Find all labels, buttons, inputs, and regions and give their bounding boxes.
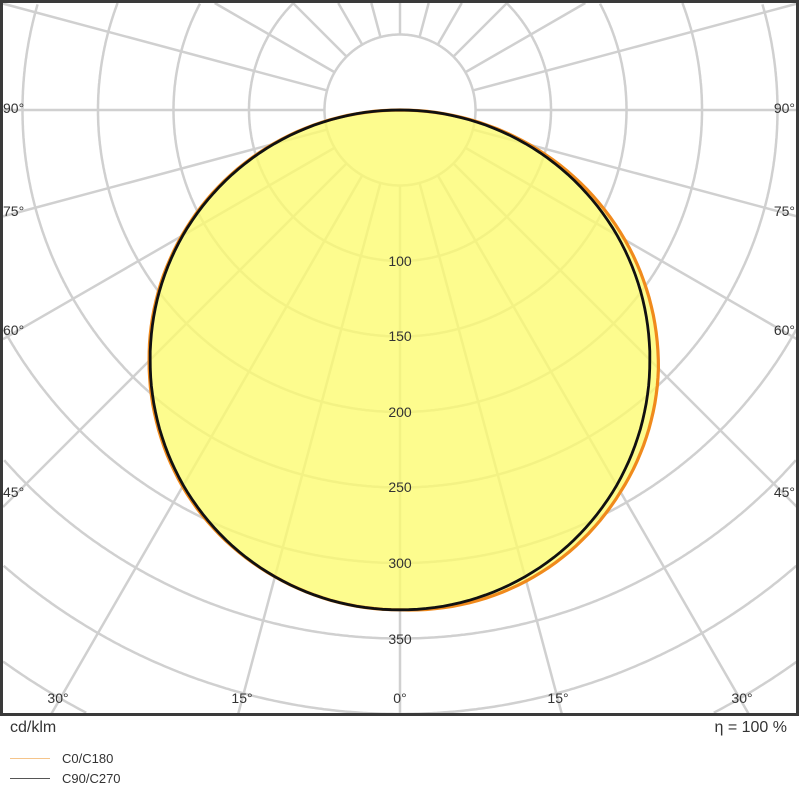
legend-swatch — [10, 758, 50, 759]
legend-item-c90-c270: C90/C270 — [10, 771, 121, 786]
legend-label: C90/C270 — [62, 771, 121, 786]
radial-tick-label: 150 — [388, 328, 412, 344]
legend-swatch — [10, 778, 50, 779]
radial-tick-label: 300 — [388, 555, 412, 571]
curve-c90-c270 — [148, 108, 652, 612]
grid-spoke — [292, 2, 348, 58]
chart-frame — [0, 0, 799, 716]
intensity-curves — [147, 108, 661, 612]
angle-labels: 90° 75° 60° 45° 90° 75° 60° 45° 30° 15° … — [3, 100, 795, 706]
grid-ring — [3, 459, 797, 640]
angle-label-left: 60° — [3, 322, 24, 338]
radial-tick-labels: 100 150 200 250 300 350 — [388, 253, 412, 647]
angle-label-right: 60° — [774, 322, 795, 338]
grid-spoke — [214, 1, 336, 74]
legend-label: C0/C180 — [62, 751, 114, 766]
grid-spoke — [370, 2, 382, 38]
grid-spoke — [436, 2, 463, 46]
radial-tick-label: 250 — [388, 479, 412, 495]
angle-label-bottom: 15° — [231, 690, 252, 706]
polar-chart: 100 150 200 250 300 350 90° 75° 60° 45° … — [0, 0, 799, 716]
unit-label: cd/klm — [10, 719, 57, 736]
grid-spoke — [472, 2, 798, 92]
efficiency-label: η = 100 % — [714, 719, 788, 736]
grid-spoke — [464, 1, 586, 74]
radial-tick-label: 350 — [388, 631, 412, 647]
angle-label-bottom: 0° — [393, 690, 406, 706]
grid-spoke — [418, 2, 430, 38]
grid-spoke — [337, 2, 364, 46]
angle-label-left: 90° — [3, 100, 24, 116]
intensity-fill-area — [149, 110, 659, 610]
radial-tick-label: 200 — [388, 404, 412, 420]
radial-tick-label: 100 — [388, 253, 412, 269]
angle-label-right: 90° — [774, 100, 795, 116]
grid-spoke — [2, 2, 328, 92]
grid-spoke — [452, 2, 508, 58]
angle-label-left: 75° — [3, 203, 24, 219]
legend-item-c0-c180: C0/C180 — [10, 751, 113, 766]
angle-label-left: 45° — [3, 484, 24, 500]
grid-ring — [2, 564, 798, 716]
grid-ring — [2, 660, 798, 714]
angle-label-bottom: 30° — [47, 690, 68, 706]
angle-label-right: 75° — [774, 203, 795, 219]
angle-label-bottom: 15° — [547, 690, 568, 706]
angle-label-bottom: 30° — [731, 690, 752, 706]
angle-label-right: 45° — [774, 484, 795, 500]
